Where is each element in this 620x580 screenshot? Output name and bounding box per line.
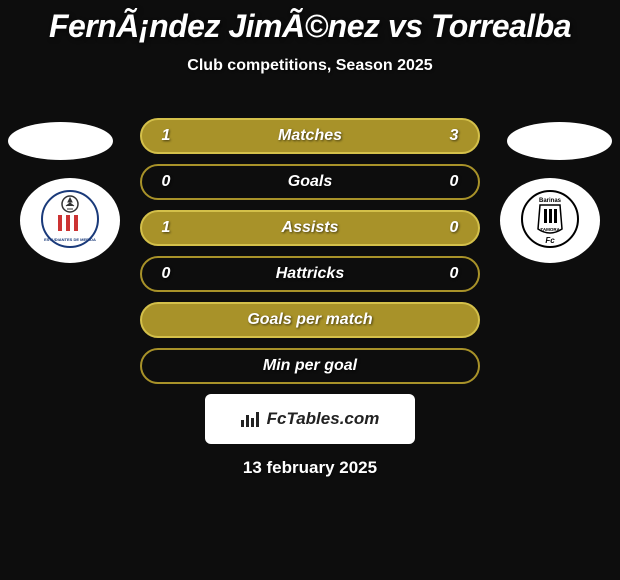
stat-value-right: 0 [444,173,464,191]
team-badge-right: Barinas ZAMORA Fc [520,189,580,252]
stat-label: Hattricks [176,265,444,283]
comparison-date: 13 february 2025 [140,458,480,478]
team-badge-left: ESTUDIANTES DE MERIDA [40,189,100,252]
player-photo-left [8,122,113,160]
stat-label: Goals per match [247,311,372,329]
stat-row-hattricks: 0 Hattricks 0 [140,256,480,292]
stat-row-goals: 0 Goals 0 [140,164,480,200]
stat-label: Matches [176,127,444,145]
stat-value-right: 0 [444,265,464,283]
bar-chart-icon [241,411,263,427]
stat-label: Min per goal [263,357,357,375]
fctables-brand-box: FcTables.com [205,394,415,444]
svg-text:Fc: Fc [545,236,555,245]
stat-value-right: 0 [444,219,464,237]
stat-row-goals-per-match: Goals per match [140,302,480,338]
season-subtitle: Club competitions, Season 2025 [0,57,620,75]
svg-text:Barinas: Barinas [539,198,562,204]
stat-value-right: 3 [444,127,464,145]
svg-text:ESTUDIANTES DE MERIDA: ESTUDIANTES DE MERIDA [44,237,96,242]
stat-value-left: 0 [156,265,176,283]
player-photo-right [507,122,612,160]
stat-value-left: 1 [156,219,176,237]
comparison-title: FernÃ¡ndez JimÃ©nez vs Torrealba [0,0,620,45]
stat-row-min-per-goal: Min per goal [140,348,480,384]
stat-label: Goals [176,173,444,191]
stat-value-left: 0 [156,173,176,191]
svg-text:ZAMORA: ZAMORA [540,227,560,232]
team-logo-left: ESTUDIANTES DE MERIDA [20,178,120,263]
stat-row-matches: 1 Matches 3 [140,118,480,154]
stat-value-left: 1 [156,127,176,145]
stat-label: Assists [176,219,444,237]
brand-text: FcTables.com [267,409,380,429]
team-logo-right: Barinas ZAMORA Fc [500,178,600,263]
stats-container: 1 Matches 3 0 Goals 0 1 Assists 0 0 Hatt… [140,118,480,478]
stat-row-assists: 1 Assists 0 [140,210,480,246]
